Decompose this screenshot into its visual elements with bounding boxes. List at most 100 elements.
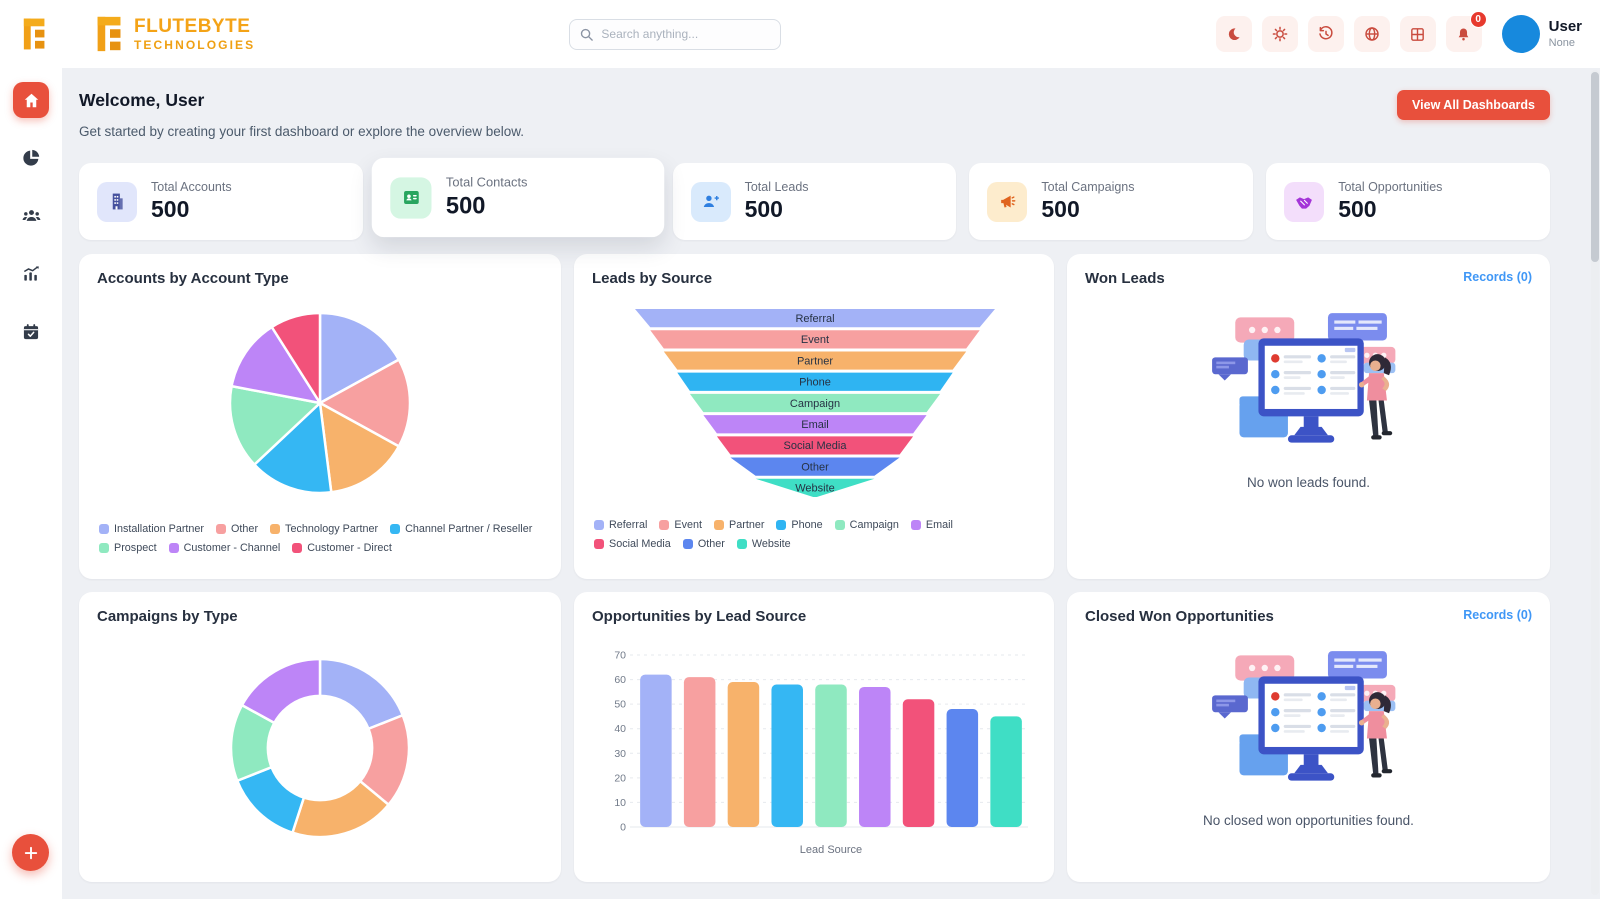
legend-label: Partner — [729, 519, 765, 531]
stat-label: Total Campaigns — [1041, 180, 1135, 194]
legend-item[interactable]: Website — [736, 538, 791, 550]
sidebar-item-calendar[interactable] — [13, 314, 49, 350]
legend-label: Campaign — [849, 519, 899, 531]
scrollbar[interactable] — [1591, 70, 1599, 895]
app-header: FLUTEBYTE TECHNOLOGIES — [0, 0, 1600, 68]
user-menu[interactable]: User None — [1501, 15, 1582, 53]
legend-item[interactable]: Customer - Channel — [168, 542, 281, 554]
legend-item[interactable]: Email — [910, 519, 953, 531]
brand-logo[interactable]: FLUTEBYTE TECHNOLOGIES — [94, 14, 255, 54]
card-closed-won-opportunities: Closed Won Opportunities Records (0) No … — [1067, 592, 1550, 882]
legend-item[interactable]: Prospect — [99, 542, 157, 554]
legend-item[interactable]: Installation Partner — [99, 523, 204, 535]
brand-line1: FLUTEBYTE — [134, 16, 251, 37]
empty-state-illustration — [1210, 312, 1396, 444]
pie-chart-icon — [23, 149, 40, 166]
legend-swatch — [594, 520, 604, 530]
legend-label: Customer - Channel — [183, 542, 281, 554]
stat-card-total-leads[interactable]: Total Leads 500 — [672, 163, 957, 240]
accounts-pie-chart[interactable] — [97, 287, 543, 519]
won-leads-records-link[interactable]: Records (0) — [1463, 270, 1532, 284]
stat-value: 500 — [445, 191, 486, 219]
notifications-button[interactable]: 0 — [1445, 11, 1487, 52]
funnel-legend: Referral Event Partner Phone Campaign Email So… — [592, 515, 1036, 550]
card-leads-by-source: Leads by Source Referral Event Partner Phon… — [574, 254, 1054, 579]
card-accounts-by-account-type: Accounts by Account Type Installation Pa… — [79, 254, 561, 579]
legend-item[interactable]: Partner — [714, 519, 764, 531]
dark-mode-button[interactable] — [1215, 16, 1252, 52]
svg-text:20: 20 — [614, 772, 626, 784]
sidebar-item-home[interactable] — [13, 82, 49, 118]
stat-card-total-opportunities[interactable]: Total Opportunities 500 — [1266, 163, 1550, 240]
stat-value: 500 — [744, 196, 783, 222]
brand-line2: TECHNOLOGIES — [134, 38, 256, 52]
main-content: Welcome, User Get started by creating you… — [62, 68, 1600, 899]
search-area — [255, 18, 1095, 50]
calendar-check-icon — [23, 324, 39, 340]
svg-text:0: 0 — [620, 822, 626, 834]
legend-label: Other — [231, 523, 259, 535]
svg-text:Website: Website — [795, 483, 835, 495]
sidebar-item-analytics[interactable] — [13, 256, 49, 292]
history-icon — [1318, 26, 1333, 40]
brand-mark-small — [23, 18, 45, 50]
stat-card-total-accounts[interactable]: Total Accounts 500 — [79, 163, 363, 240]
legend-swatch — [99, 543, 109, 553]
legend-item[interactable]: Social Media — [594, 538, 671, 550]
sidebar-item-dashboards[interactable] — [13, 140, 49, 176]
campaigns-donut-chart[interactable] — [97, 641, 543, 855]
legend-label: Technology Partner — [285, 523, 379, 535]
search-box[interactable] — [569, 18, 782, 50]
svg-text:Social Media: Social Media — [784, 440, 848, 452]
plus-icon — [24, 846, 37, 859]
legend-item[interactable]: Customer - Direct — [292, 542, 392, 554]
legend-swatch — [216, 524, 227, 534]
card-title: Leads by Source — [592, 270, 713, 287]
legend-item[interactable]: Other — [682, 538, 725, 550]
svg-text:10: 10 — [614, 797, 626, 809]
legend-label: Event — [674, 519, 703, 531]
settings-button[interactable] — [1261, 16, 1298, 52]
welcome-section: Welcome, User Get started by creating you… — [79, 90, 1550, 139]
legend-swatch — [659, 520, 670, 530]
legend-item[interactable]: Referral — [594, 519, 647, 531]
legend-item[interactable]: Campaign — [834, 519, 899, 531]
card-title: Won Leads — [1085, 270, 1165, 287]
view-all-dashboards-button[interactable]: View All Dashboards — [1397, 90, 1550, 120]
leads-funnel-chart[interactable]: Referral Event Partner Phone Campaign Email So… — [592, 307, 1038, 499]
legend-label: Customer - Direct — [307, 542, 392, 554]
svg-text:40: 40 — [614, 723, 626, 735]
search-input[interactable] — [601, 27, 772, 41]
apps-grid-button[interactable] — [1399, 16, 1436, 52]
sidebar-item-customers[interactable] — [13, 198, 49, 234]
stat-value: 500 — [151, 196, 190, 222]
scrollbar-thumb[interactable] — [1591, 72, 1599, 262]
svg-text:Campaign: Campaign — [790, 398, 840, 410]
legend-swatch — [270, 524, 281, 534]
legend-item[interactable]: Technology Partner — [270, 523, 378, 535]
legend-swatch — [390, 524, 401, 534]
language-button[interactable] — [1353, 16, 1390, 52]
stat-card-total-contacts[interactable]: Total Contacts 500 — [371, 157, 664, 238]
legend-swatch — [776, 520, 787, 530]
opportunities-bar-chart[interactable]: 0 10 20 30 40 50 60 70 Lead Source — [592, 639, 1038, 861]
legend-item[interactable]: Other — [216, 523, 258, 535]
legend-item[interactable]: Event — [659, 519, 702, 531]
legend-swatch — [736, 539, 747, 549]
bell-icon — [1458, 27, 1469, 40]
moon-icon — [1228, 27, 1240, 40]
legend-item[interactable]: Phone — [776, 519, 823, 531]
notification-badge: 0 — [1469, 11, 1487, 28]
avatar[interactable] — [1501, 15, 1540, 53]
legend-item[interactable]: Channel Partner / Reseller — [390, 523, 532, 535]
pie-legend: Installation Partner Other Technology Part… — [97, 519, 543, 554]
legend-label: Social Media — [609, 538, 671, 550]
create-fab-button[interactable] — [12, 834, 49, 871]
stat-card-total-campaigns[interactable]: Total Campaigns 500 — [969, 163, 1254, 240]
legend-swatch — [292, 543, 303, 553]
welcome-subtitle: Get started by creating your first dashb… — [79, 124, 524, 139]
closed-won-records-link[interactable]: Records (0) — [1463, 608, 1532, 622]
user-name: User — [1548, 18, 1582, 36]
sidebar — [0, 68, 62, 899]
history-button[interactable] — [1307, 16, 1344, 52]
